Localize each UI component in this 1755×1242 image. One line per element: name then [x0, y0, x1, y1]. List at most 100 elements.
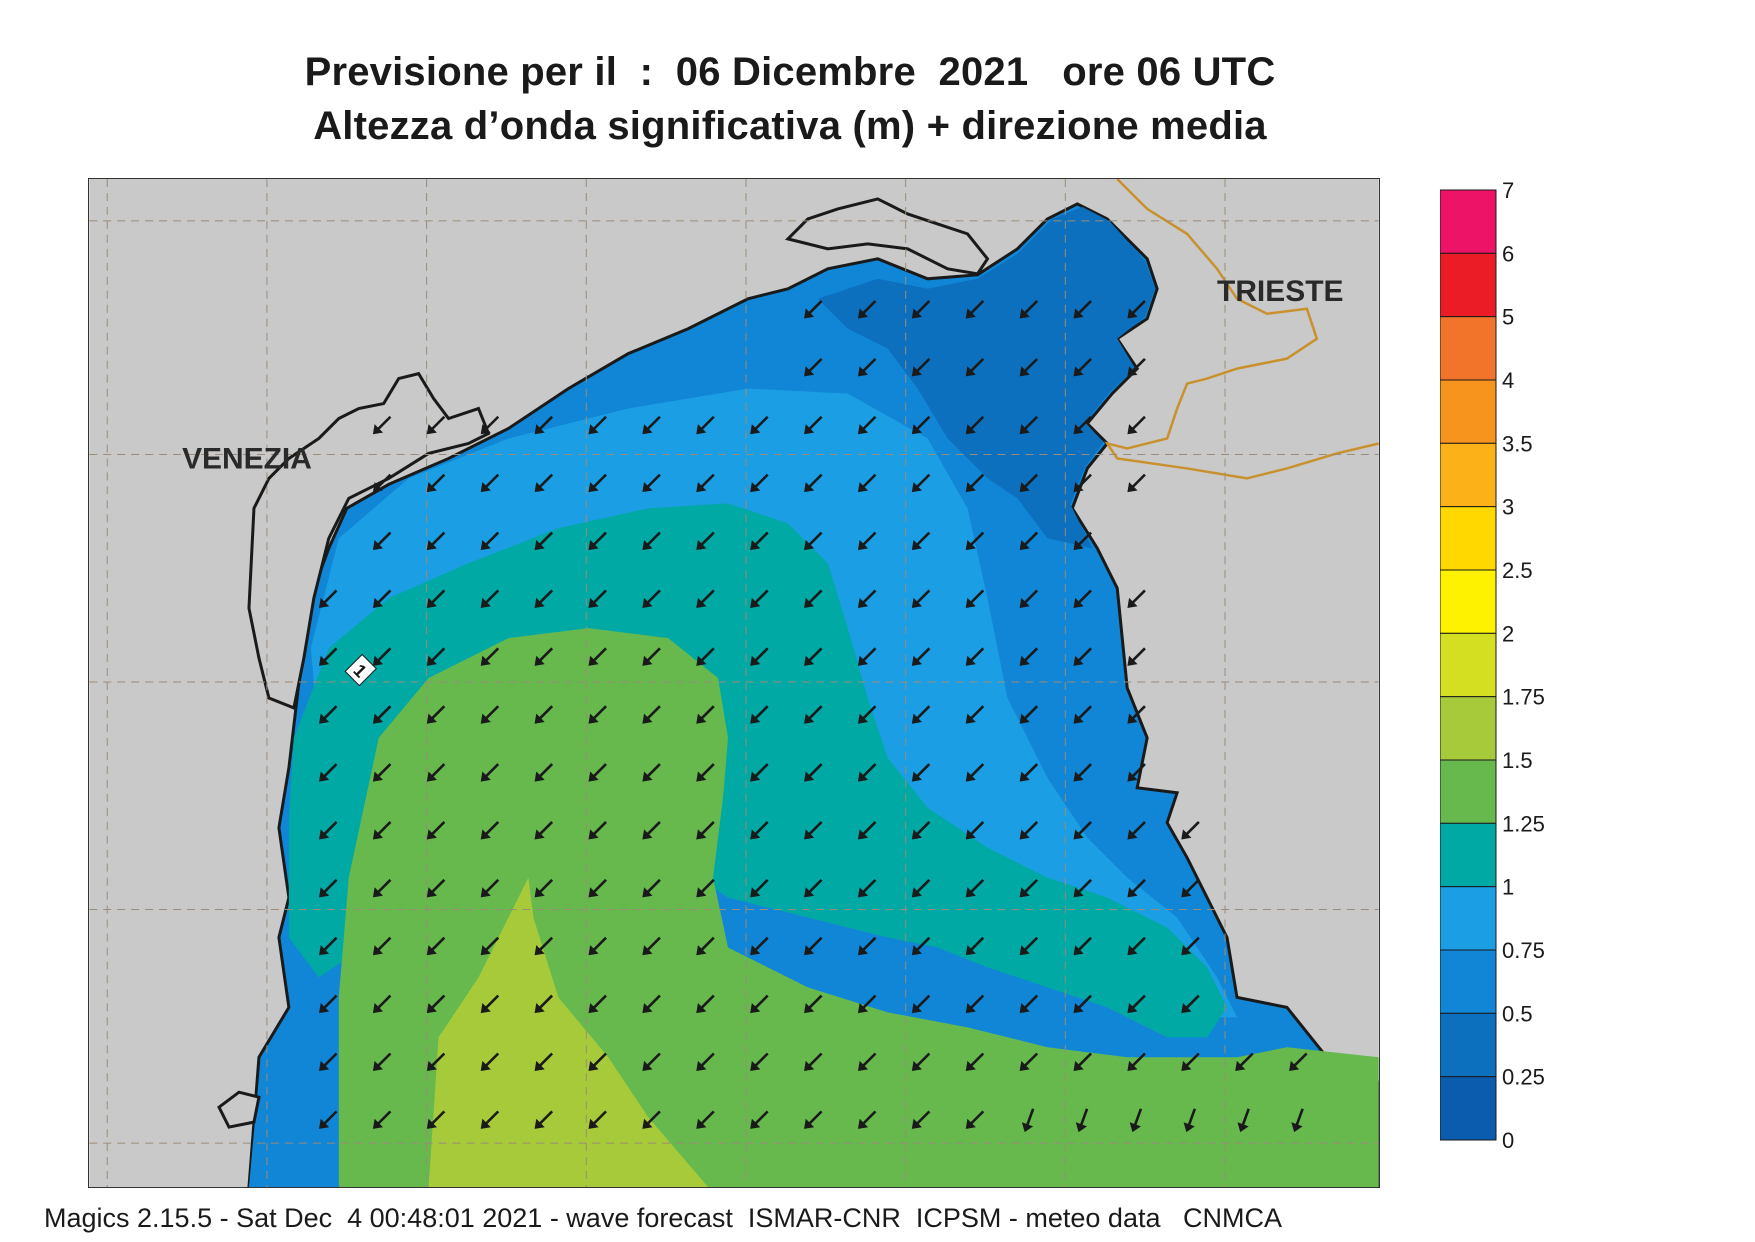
wave-arrow — [804, 936, 823, 956]
legend-label: 1 — [1502, 875, 1514, 900]
wave-arrow — [750, 531, 769, 551]
wave-arrow — [588, 531, 607, 551]
wave-arrow — [911, 821, 931, 840]
wave-arrow — [696, 415, 715, 435]
wave-arrow — [965, 473, 985, 493]
wave-arrow — [965, 821, 985, 840]
wave-arrow — [426, 878, 446, 898]
wave-arrow — [1019, 589, 1039, 608]
wave-arrow — [804, 821, 823, 840]
wave-arrow — [804, 531, 823, 551]
wave-arrow — [857, 415, 877, 435]
wave-arrow — [480, 531, 500, 551]
wave-arrow — [1291, 1108, 1304, 1133]
color-legend: 7 6 5 4 3.5 3 2.5 2 1.75 1.5 1.25 1 0.75 0.5 0.25 0 — [1440, 182, 1545, 1148]
grid-lines — [89, 179, 1379, 1187]
legend-swatch — [1440, 506, 1497, 571]
venezia-lagoon-land — [247, 371, 491, 711]
wave-arrow — [696, 473, 715, 493]
wave-arrow — [480, 1110, 500, 1129]
wave-arrow — [426, 1052, 446, 1072]
wave-arrow — [319, 821, 338, 840]
wave-arrow — [804, 300, 823, 319]
wave-arrow — [696, 763, 715, 782]
wave-arrow — [965, 763, 985, 782]
wave-arrow — [426, 936, 446, 956]
wave-arrow — [1019, 300, 1039, 319]
wave-arrow — [319, 647, 338, 666]
wave-arrow — [696, 994, 715, 1014]
wave-arrow — [911, 705, 931, 724]
wave-arrow — [1075, 1108, 1089, 1133]
wave-arrow — [480, 415, 500, 435]
wave-arrow — [1019, 1052, 1039, 1072]
legend-label: 1.25 — [1502, 811, 1545, 836]
wave-arrow — [1127, 936, 1146, 956]
wave-arrow — [480, 1052, 500, 1072]
wave-arrow — [1127, 357, 1146, 377]
wave-arrow — [1181, 821, 1200, 840]
wave-arrow — [911, 531, 931, 551]
wave-arrow — [696, 589, 715, 608]
wave-arrow — [1073, 357, 1092, 377]
wave-arrow — [750, 994, 769, 1014]
wave-arrow — [1073, 531, 1092, 551]
wave-arrow — [372, 473, 392, 493]
legend-swatch — [1440, 442, 1497, 508]
wave-arrow — [696, 1110, 715, 1129]
wave-arrow — [696, 936, 715, 956]
wave-arrow — [804, 357, 823, 377]
wave-arrow — [965, 300, 985, 319]
wave-arrow — [804, 763, 823, 782]
wave-arrow — [480, 647, 500, 666]
wave-arrow — [804, 473, 823, 493]
wave-arrow — [372, 647, 392, 666]
wave-arrow — [857, 531, 877, 551]
wave-arrow — [642, 936, 661, 956]
wave-arrow — [911, 1110, 931, 1129]
wave-arrow — [534, 531, 554, 551]
wave-arrow — [911, 1052, 931, 1072]
wave-arrow — [426, 1110, 446, 1129]
legend-swatch — [1440, 316, 1497, 381]
wave-arrow — [750, 705, 769, 724]
footer-credits: Magics 2.15.5 - Sat Dec 4 00:48:01 2021 … — [44, 1203, 1282, 1233]
wave-arrow — [804, 878, 823, 898]
wave-arrow — [804, 1052, 823, 1072]
wave-arrow — [804, 994, 823, 1014]
wave-arrow — [372, 1110, 392, 1129]
legend-label: 6 — [1502, 241, 1514, 266]
wave-arrow — [480, 589, 500, 608]
legend-swatch — [1440, 379, 1497, 444]
wave-arrow — [750, 1052, 769, 1072]
wave-arrow — [1183, 1108, 1197, 1133]
wave-arrow — [965, 589, 985, 608]
wave-arrow — [588, 936, 607, 956]
wave-arrow — [588, 415, 607, 435]
wave-arrow — [1073, 647, 1092, 666]
title-line-1: Previsione per il : 06 Dicembre 2021 ore… — [304, 50, 1276, 94]
wave-arrow — [426, 994, 446, 1014]
wave-arrow — [1181, 878, 1200, 898]
wave-arrow — [857, 357, 877, 377]
wave-arrow — [696, 878, 715, 898]
wave-arrow — [911, 589, 931, 608]
wave-arrow — [696, 821, 715, 840]
wave-arrow — [857, 300, 877, 319]
legend-swatch — [1440, 189, 1497, 254]
wave-arrow — [642, 878, 661, 898]
wave-arrow — [1019, 647, 1039, 666]
wave-arrow — [426, 589, 446, 608]
wave-arrow — [426, 473, 446, 493]
wave-arrow — [319, 936, 338, 956]
wave-arrow — [1127, 415, 1146, 435]
wave-arrow — [750, 878, 769, 898]
wave-arrow — [1073, 994, 1092, 1014]
wave-arrow — [857, 1052, 877, 1072]
wave-arrow — [1019, 994, 1039, 1014]
legend-label: 0 — [1502, 1128, 1514, 1148]
wave-arrow — [372, 589, 392, 608]
wave-arrow — [642, 1110, 661, 1129]
trieste-north-land — [784, 197, 990, 276]
wave-arrow — [750, 936, 769, 956]
